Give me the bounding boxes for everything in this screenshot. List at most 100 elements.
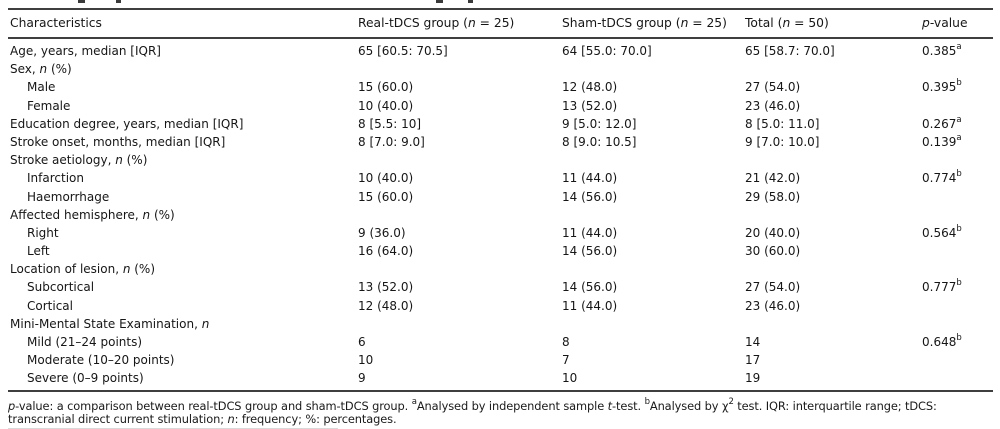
cell-total: 30 (60.0) <box>745 244 801 259</box>
cell-p <box>915 260 993 278</box>
table-row: Right 9 (36.0) 11 (44.0) 20 (40.0) 0.564b <box>8 224 993 242</box>
cell-sham: 9 [5.0: 12.0] <box>562 116 637 131</box>
column-header-p: p-value <box>922 16 968 30</box>
cell-sham <box>559 206 743 224</box>
table-header-row: Characteristics Real-tDCS group (n = 25) S… <box>8 10 993 39</box>
row-label: Subcortical <box>27 280 95 295</box>
cell-total: 23 (46.0) <box>745 98 801 113</box>
row-label: Right <box>27 225 59 240</box>
cell-total <box>743 260 915 278</box>
row-label: Cortical <box>27 298 73 313</box>
cell-total: 29 (58.0) <box>745 189 801 204</box>
cell-real: 15 (60.0) <box>358 80 414 95</box>
row-label: Education degree, years, median [IQR] <box>10 116 244 131</box>
table-row: Sex, n (%) <box>8 60 993 78</box>
cell-real: 12 (48.0) <box>358 298 414 313</box>
cell-sham: 11 (44.0) <box>562 298 618 313</box>
cell-total: 27 (54.0) <box>745 80 801 95</box>
row-label: Severe (0–9 points) <box>27 371 144 386</box>
cell-sham: 14 (56.0) <box>562 189 618 204</box>
table-row: Cortical 12 (48.0) 11 (44.0) 23 (46.0) <box>8 297 993 315</box>
cell-real: 13 (52.0) <box>358 280 414 295</box>
table-row: Location of lesion, n (%) <box>8 260 993 278</box>
cell-p <box>915 297 993 315</box>
table-row: Male 15 (60.0) 12 (48.0) 27 (54.0) 0.395b <box>8 78 993 96</box>
row-label: Sex, n (%) <box>10 62 72 77</box>
cell-sham: 13 (52.0) <box>562 98 618 113</box>
cell-sham <box>559 315 743 333</box>
table-row: Education degree, years, median [IQR] 8 [… <box>8 115 993 133</box>
cell-p <box>915 60 993 78</box>
table-row: Infarction 10 (40.0) 11 (44.0) 21 (42.0) 0.7… <box>8 169 993 187</box>
cell-p <box>915 351 993 369</box>
row-label: Stroke onset, months, median [IQR] <box>10 134 226 149</box>
cell-sham <box>559 60 743 78</box>
cell-total: 23 (46.0) <box>745 298 801 313</box>
cell-p <box>915 369 993 387</box>
cell-p <box>915 97 993 115</box>
table-row: Moderate (10–20 points) 10 7 17 <box>8 351 993 369</box>
cell-total: 21 (42.0) <box>745 171 801 186</box>
cell-real <box>355 60 559 78</box>
table-row: Mild (21–24 points) 6 8 14 0.648b <box>8 333 993 351</box>
cell-real: 15 (60.0) <box>358 189 414 204</box>
row-label: Affected hemisphere, n (%) <box>10 207 175 222</box>
cell-real <box>355 206 559 224</box>
cell-sham: 11 (44.0) <box>562 225 618 240</box>
cell-total: 65 [58.7: 70.0] <box>745 44 835 58</box>
cropped-caption-fragment <box>468 0 473 3</box>
cell-real: 16 (64.0) <box>358 244 414 259</box>
row-label: Mild (21–24 points) <box>27 335 143 349</box>
cell-sham: 12 (48.0) <box>562 80 618 95</box>
cell-sham: 14 (56.0) <box>562 244 618 259</box>
cell-sham: 7 <box>562 353 570 368</box>
cell-sham: 64 [55.0: 70.0] <box>562 44 652 58</box>
cell-real: 8 [7.0: 9.0] <box>358 134 425 149</box>
cell-sham <box>559 151 743 169</box>
cell-sham: 8 <box>562 335 570 349</box>
cell-total <box>743 60 915 78</box>
column-header-total: Total (n = 50) <box>745 16 829 30</box>
cell-total <box>743 315 915 333</box>
table-row: Stroke onset, months, median [IQR] 8 [7.0… <box>8 133 993 151</box>
cell-total: 8 [5.0: 11.0] <box>745 116 820 131</box>
row-label: Mini-Mental State Examination, n <box>10 316 210 331</box>
cropped-caption-fragment <box>78 0 85 3</box>
cell-p <box>915 206 993 224</box>
cell-p <box>915 242 993 260</box>
characteristics-table: Characteristics Real-tDCS group (n = 25) S… <box>8 8 993 427</box>
cell-total: 9 [7.0: 10.0] <box>745 134 820 149</box>
cell-p: 0.648b <box>922 333 962 349</box>
cropped-caption-fragment <box>116 0 121 3</box>
table-row: Haemorrhage 15 (60.0) 14 (56.0) 29 (58.0) <box>8 188 993 206</box>
cell-real: 10 <box>358 353 374 368</box>
cell-p <box>915 151 993 169</box>
cell-real: 9 (36.0) <box>358 225 406 240</box>
cell-total <box>743 206 915 224</box>
cell-real: 10 (40.0) <box>358 98 414 113</box>
table-row: Mini-Mental State Examination, n <box>8 315 993 333</box>
table-row: Subcortical 13 (52.0) 14 (56.0) 27 (54.0) 0.… <box>8 278 993 296</box>
cell-sham: 14 (56.0) <box>562 280 618 295</box>
row-label: Female <box>27 98 71 113</box>
column-header-real: Real-tDCS group (n = 25) <box>358 16 515 30</box>
cell-p: 0.267a <box>922 114 962 131</box>
cell-total: 20 (40.0) <box>745 225 801 240</box>
cell-real <box>355 151 559 169</box>
table-row: Affected hemisphere, n (%) <box>8 206 993 224</box>
cell-real: 8 [5.5: 10] <box>358 116 422 131</box>
cell-real: 10 (40.0) <box>358 171 414 186</box>
cell-real <box>355 260 559 278</box>
cell-p <box>915 315 993 333</box>
row-label: Moderate (10–20 points) <box>27 353 175 368</box>
table-body: Age, years, median [IQR] 65 [60.5: 70.5] 6… <box>8 39 993 392</box>
row-label: Infarction <box>27 171 84 186</box>
table-footnote: p-value: a comparison between real-tDCS … <box>8 396 937 427</box>
cell-real: 6 <box>358 335 366 349</box>
column-header-label: Characteristics <box>10 16 102 30</box>
row-label: Stroke aetiology, n (%) <box>10 153 148 168</box>
cell-real: 9 <box>358 371 366 386</box>
row-label: Location of lesion, n (%) <box>10 262 156 277</box>
table-row: Stroke aetiology, n (%) <box>8 151 993 169</box>
cell-p <box>915 188 993 206</box>
